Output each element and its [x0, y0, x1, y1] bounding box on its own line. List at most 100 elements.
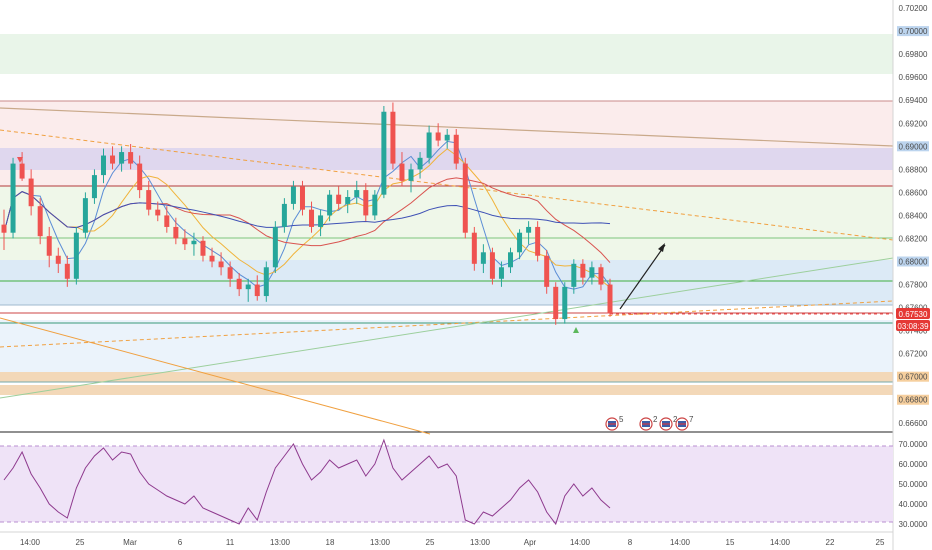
candle[interactable] [453, 129, 459, 170]
time-tick-label: 13:00 [470, 538, 491, 547]
trend-arrow[interactable] [619, 243, 666, 310]
candle[interactable] [535, 221, 541, 262]
time-axis[interactable]: 14:00 25 Mar 6 11 13:00 18 13:00 25 13:00 Apr 14:00… [0, 531, 893, 547]
candle[interactable] [218, 252, 224, 276]
flag-usa-icon[interactable]: 2 [639, 415, 658, 431]
candle-body [480, 252, 486, 264]
zone-orange-band-2 [0, 385, 893, 395]
candle[interactable] [128, 144, 134, 170]
flag-usa-icon[interactable]: 2 [659, 415, 678, 431]
flag-usa-icon[interactable]: 5 [605, 415, 624, 431]
candle[interactable] [281, 198, 287, 233]
event-count: 5 [619, 415, 624, 424]
candle[interactable] [236, 273, 242, 297]
candle[interactable] [28, 169, 34, 216]
flag-usa-icon[interactable]: 7 [675, 415, 694, 431]
candle-body [236, 278, 242, 290]
candle[interactable] [164, 206, 170, 233]
candle[interactable] [399, 152, 405, 187]
candle[interactable] [82, 192, 88, 239]
price-tick-highlight [897, 26, 929, 37]
candle[interactable] [263, 261, 269, 302]
trendline-dashed-orange-lower[interactable] [0, 300, 894, 348]
candle[interactable] [182, 229, 188, 250]
candle[interactable] [272, 221, 278, 274]
candle[interactable] [589, 261, 595, 285]
candle[interactable] [571, 259, 577, 294]
candle[interactable] [435, 123, 441, 147]
candle[interactable] [354, 180, 360, 204]
candle-body [562, 286, 568, 320]
candle[interactable] [91, 169, 97, 204]
candle[interactable] [55, 247, 61, 274]
candle[interactable] [290, 180, 296, 210]
candle[interactable] [100, 148, 106, 184]
candle[interactable] [580, 259, 586, 285]
candle[interactable] [372, 190, 378, 221]
candle[interactable] [426, 125, 432, 164]
candle-body [100, 155, 106, 176]
candle[interactable] [227, 261, 233, 287]
candle[interactable] [19, 152, 25, 181]
candle[interactable] [146, 180, 152, 216]
candle[interactable] [480, 244, 486, 274]
candle[interactable] [119, 146, 125, 172]
candle[interactable] [471, 226, 477, 271]
candle[interactable] [462, 157, 468, 239]
candle[interactable] [444, 129, 450, 149]
candle[interactable] [46, 226, 52, 268]
candle[interactable] [10, 157, 16, 239]
candle[interactable] [498, 261, 504, 287]
candle[interactable] [73, 226, 79, 285]
candle[interactable] [544, 249, 550, 294]
trendline-descending-tan[interactable] [0, 107, 894, 147]
candle[interactable] [110, 146, 116, 170]
candle[interactable] [390, 102, 396, 170]
candle[interactable] [200, 236, 206, 262]
candle[interactable] [137, 155, 143, 199]
rsi-pane[interactable]: 70.0000 60.0000 50.0000 40.0000 30.0000 [0, 438, 928, 529]
candle[interactable] [562, 282, 568, 324]
candle[interactable] [209, 247, 215, 268]
candle[interactable] [155, 201, 161, 222]
candle-body [381, 111, 387, 195]
time-tick-label: 8 [628, 538, 633, 547]
candle[interactable] [173, 217, 179, 245]
candle[interactable] [489, 247, 495, 285]
zone-red-upper [0, 101, 893, 186]
candle[interactable] [508, 247, 514, 274]
current-price-tag[interactable]: 0.67530 [896, 308, 930, 319]
candle[interactable] [517, 229, 523, 260]
candle[interactable] [1, 209, 7, 250]
trendline-orange-descending[interactable] [0, 317, 431, 435]
zone-blue-lower [0, 320, 893, 372]
trendline-dashed-orange-upper[interactable] [0, 129, 894, 241]
candle[interactable] [417, 152, 423, 179]
candle[interactable] [64, 255, 70, 287]
event-count: 7 [689, 415, 694, 424]
candle[interactable] [598, 263, 604, 291]
candle[interactable] [254, 275, 260, 301]
candle[interactable] [345, 190, 351, 214]
candle[interactable] [327, 190, 333, 222]
trendline-green-ascending[interactable] [0, 257, 894, 399]
candle[interactable] [363, 183, 369, 222]
candle[interactable] [309, 201, 315, 233]
candle[interactable] [553, 282, 559, 325]
rsi-tick-label: 30.0000 [899, 520, 928, 529]
candle[interactable] [191, 232, 197, 256]
candle-body [254, 284, 260, 297]
candle[interactable] [299, 180, 305, 216]
candle-body [146, 190, 152, 210]
candle[interactable] [526, 221, 532, 245]
time-tick-label: 11 [226, 538, 235, 547]
candle-body [119, 152, 125, 164]
candle[interactable] [408, 163, 414, 193]
candle[interactable] [607, 278, 613, 317]
candle[interactable] [381, 105, 387, 199]
candle[interactable] [318, 209, 324, 237]
candle[interactable] [336, 186, 342, 210]
candle[interactable] [245, 278, 251, 302]
candle[interactable] [37, 198, 43, 245]
